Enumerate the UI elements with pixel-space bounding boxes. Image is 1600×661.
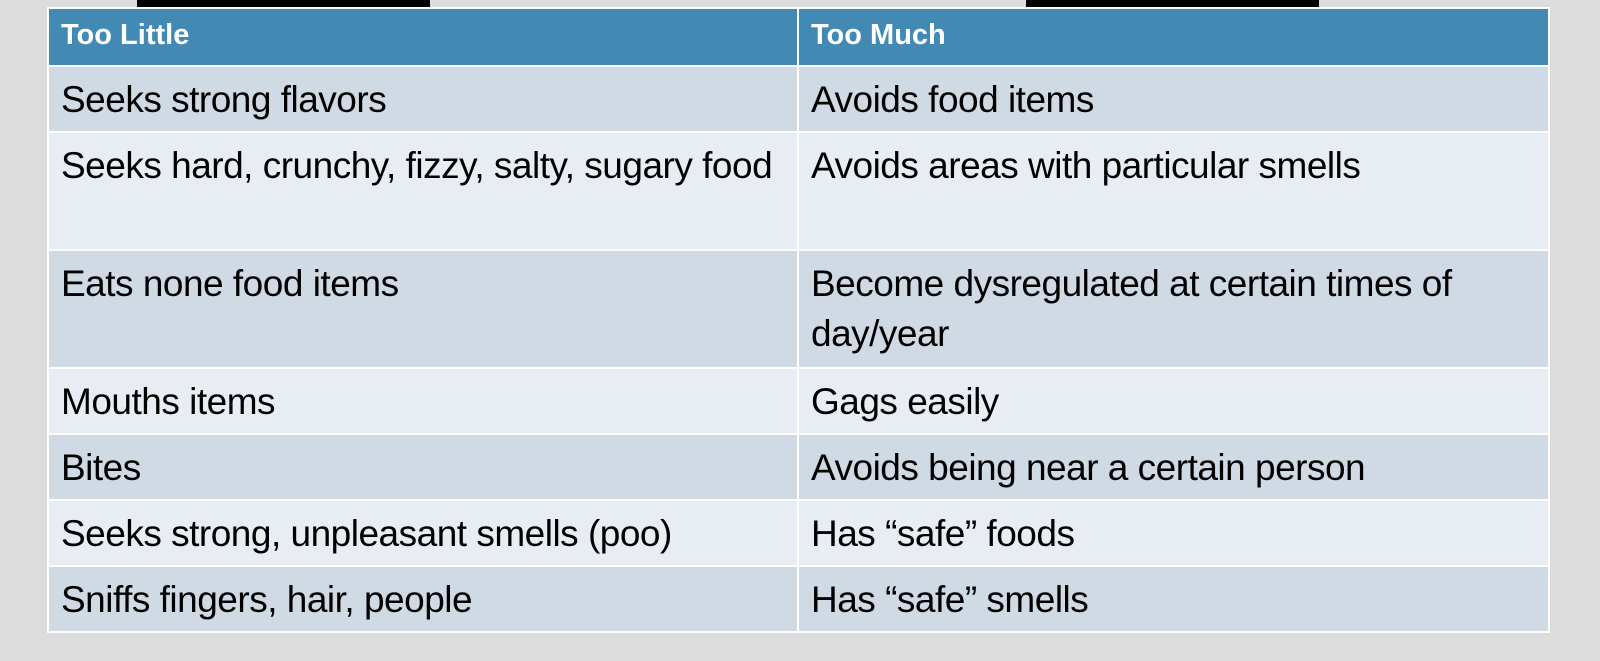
cell-too-much: Avoids being near a certain person (797, 433, 1550, 501)
table-row: Seeks strong, unpleasant smells (poo) Ha… (47, 499, 1550, 567)
cell-too-much: Become dysregulated at certain times of … (797, 249, 1550, 369)
cell-too-little: Seeks strong, unpleasant smells (poo) (47, 499, 799, 567)
cell-too-much: Avoids areas with particular smells (797, 131, 1550, 251)
sensory-comparison-table: Too Little Too Much Seeks strong flavors… (47, 7, 1550, 633)
table-row: Seeks strong flavors Avoids food items (47, 65, 1550, 133)
cell-too-much: Has “safe” foods (797, 499, 1550, 567)
table-row: Bites Avoids being near a certain person (47, 433, 1550, 501)
decorative-bar-right (1026, 0, 1319, 7)
header-too-little: Too Little (47, 7, 799, 67)
cell-too-little: Bites (47, 433, 799, 501)
cell-too-little: Mouths items (47, 367, 799, 435)
table-row: Sniffs fingers, hair, people Has “safe” … (47, 565, 1550, 633)
cell-too-much: Avoids food items (797, 65, 1550, 133)
table-row: Seeks hard, crunchy, fizzy, salty, sugar… (47, 131, 1550, 251)
cell-too-little: Seeks strong flavors (47, 65, 799, 133)
cell-too-much: Has “safe” smells (797, 565, 1550, 633)
cell-too-little: Eats none food items (47, 249, 799, 369)
cell-too-little: Sniffs fingers, hair, people (47, 565, 799, 633)
decorative-bar-left (137, 0, 430, 7)
header-too-much: Too Much (797, 7, 1550, 67)
cell-too-much: Gags easily (797, 367, 1550, 435)
table-row: Eats none food items Become dysregulated… (47, 249, 1550, 369)
cell-too-little: Seeks hard, crunchy, fizzy, salty, sugar… (47, 131, 799, 251)
table-row: Mouths items Gags easily (47, 367, 1550, 435)
table-header-row: Too Little Too Much (47, 7, 1550, 67)
